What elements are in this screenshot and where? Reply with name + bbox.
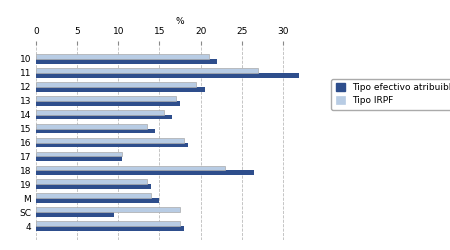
Bar xyxy=(36,221,180,226)
Bar xyxy=(36,198,159,203)
Bar xyxy=(36,128,155,134)
Bar xyxy=(36,82,197,87)
X-axis label: %: % xyxy=(176,17,184,26)
Legend: Tipo efectivo atribuible, Tipo IRPF: Tipo efectivo atribuible, Tipo IRPF xyxy=(331,79,450,110)
Bar xyxy=(36,226,184,231)
Bar xyxy=(36,124,147,128)
Bar xyxy=(36,180,147,184)
Bar xyxy=(36,156,122,161)
Bar xyxy=(36,208,180,212)
Bar xyxy=(36,170,254,175)
Bar xyxy=(36,73,299,78)
Bar xyxy=(36,142,188,148)
Bar xyxy=(36,100,180,105)
Bar xyxy=(36,212,114,217)
Bar xyxy=(36,194,151,198)
Bar xyxy=(36,166,225,170)
Bar xyxy=(36,59,217,64)
Bar xyxy=(36,110,163,114)
Bar xyxy=(36,68,258,73)
Bar xyxy=(36,96,176,100)
Bar xyxy=(36,87,205,92)
Bar xyxy=(36,184,151,189)
Bar xyxy=(36,54,209,59)
Bar xyxy=(36,138,184,142)
Bar xyxy=(36,114,172,119)
Bar xyxy=(36,152,122,156)
